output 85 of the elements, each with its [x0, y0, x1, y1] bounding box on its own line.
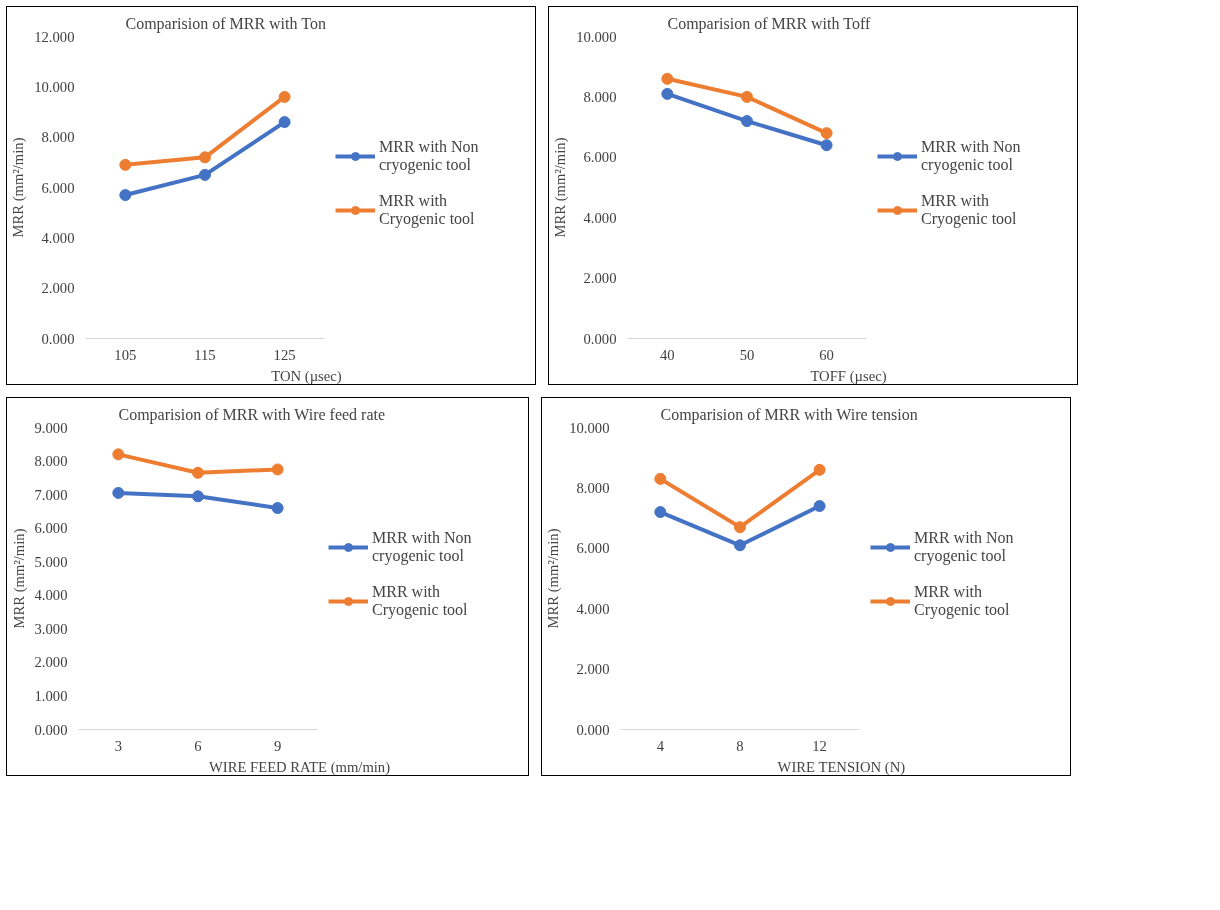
- x-axis-title: TOFF (µsec): [810, 367, 887, 385]
- point: [740, 90, 753, 103]
- y-tick-label: 1.000: [34, 687, 68, 704]
- x-tick-label: 9: [273, 737, 282, 754]
- y-tick-label: 8.000: [576, 479, 610, 496]
- point: [191, 490, 204, 503]
- legend-label: MRR with Cryogenic tool: [914, 583, 1010, 619]
- point: [820, 139, 833, 152]
- point: [271, 502, 284, 515]
- chart-title: Comparision of MRR with Ton: [125, 14, 326, 33]
- y-tick-label: 10.000: [576, 28, 617, 45]
- y-axis-title: MRR (mm²/min): [552, 137, 570, 238]
- y-tick-label: 4.000: [583, 209, 617, 226]
- y-tick-label: 4.000: [34, 587, 68, 604]
- y-tick-label: 5.000: [34, 553, 68, 570]
- y-axis-title: MRR (mm²/min): [10, 528, 28, 629]
- x-tick-label: 3: [114, 737, 122, 754]
- x-tick-label: 12: [812, 737, 827, 754]
- y-tick-label: 7.000: [34, 486, 68, 503]
- point: [654, 506, 667, 519]
- x-tick-label: 4: [656, 737, 665, 754]
- point: [198, 168, 211, 181]
- y-tick-label: 12.000: [34, 28, 75, 45]
- point: [820, 127, 833, 140]
- point: [278, 90, 291, 103]
- x-tick-label: 50: [739, 346, 755, 363]
- x-tick-label: 6: [194, 737, 202, 754]
- point: [119, 158, 132, 171]
- y-tick-label: 10.000: [569, 419, 610, 436]
- chart-title: Comparision of MRR with Toff: [667, 14, 871, 33]
- x-axis-title: WIRE FEED RATE (mm/min): [208, 758, 391, 776]
- legend-label: MRR with Non cryogenic tool: [914, 529, 1014, 565]
- x-tick-label: 60: [819, 346, 834, 363]
- y-tick-label: 8.000: [34, 453, 68, 470]
- y-tick-label: 4.000: [576, 600, 610, 617]
- legend-label: MRR with Cryogenic tool: [372, 583, 468, 619]
- point: [733, 521, 746, 534]
- legend-label: MRR with Non cryogenic tool: [379, 138, 479, 174]
- point: [661, 72, 674, 85]
- point: [654, 472, 667, 485]
- y-tick-label: 0.000: [41, 330, 75, 347]
- y-tick-label: 4.000: [41, 229, 75, 246]
- y-tick-label: 6.000: [583, 149, 617, 166]
- y-tick-label: 2.000: [583, 270, 617, 287]
- y-tick-label: 6.000: [576, 540, 610, 557]
- point: [112, 486, 125, 499]
- y-tick-label: 9.000: [34, 419, 68, 436]
- point: [661, 87, 674, 100]
- x-axis-title: WIRE TENSION (N): [777, 758, 906, 776]
- y-tick-label: 3.000: [34, 620, 68, 637]
- point: [813, 463, 826, 476]
- x-tick-label: 8: [736, 737, 744, 754]
- y-tick-label: 2.000: [34, 654, 68, 671]
- y-tick-label: 8.000: [41, 129, 75, 146]
- y-tick-label: 6.000: [41, 179, 75, 196]
- y-tick-label: 0.000: [576, 721, 610, 738]
- y-tick-label: 8.000: [583, 88, 617, 105]
- point: [119, 189, 132, 202]
- point: [813, 500, 826, 513]
- y-tick-label: 0.000: [34, 721, 68, 738]
- y-tick-label: 6.000: [34, 520, 68, 537]
- point: [733, 539, 746, 552]
- point: [112, 448, 125, 461]
- y-tick-label: 2.000: [576, 661, 610, 678]
- point: [191, 466, 204, 479]
- x-tick-label: 115: [194, 346, 216, 363]
- x-tick-label: 40: [659, 346, 675, 363]
- y-axis-title: MRR (mm²/min): [10, 137, 28, 238]
- y-tick-label: 10.000: [34, 78, 75, 95]
- x-tick-label: 125: [273, 346, 296, 363]
- y-tick-label: 0.000: [583, 330, 617, 347]
- x-tick-label: 105: [114, 346, 137, 363]
- point: [278, 116, 291, 129]
- chart-title: Comparision of MRR with Wire feed rate: [118, 405, 386, 424]
- y-tick-label: 2.000: [41, 280, 75, 297]
- point: [271, 463, 284, 476]
- point: [198, 151, 211, 164]
- y-axis-title: MRR (mm²/min): [545, 528, 563, 629]
- legend-label: MRR with Cryogenic tool: [379, 192, 475, 228]
- point: [740, 115, 753, 128]
- legend-label: MRR with Cryogenic tool: [921, 192, 1017, 228]
- chart-title: Comparision of MRR with Wire tension: [660, 405, 918, 424]
- x-axis-title: TON (µsec): [271, 367, 342, 385]
- legend-label: MRR with Non cryogenic tool: [921, 138, 1021, 174]
- legend-label: MRR with Non cryogenic tool: [372, 529, 472, 565]
